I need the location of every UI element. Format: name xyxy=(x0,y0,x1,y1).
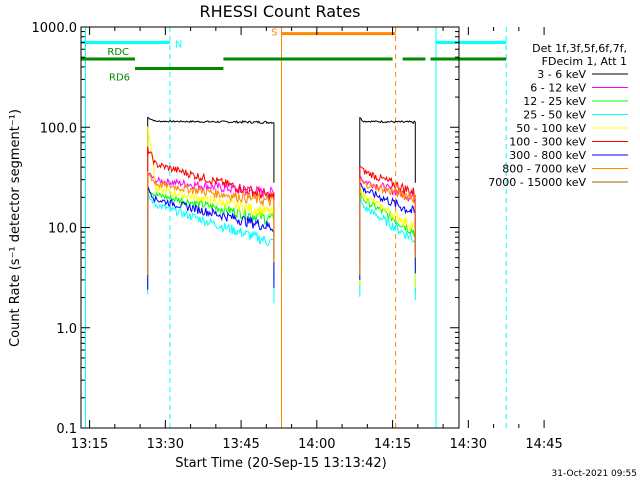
legend-label-5: 100 - 300 keV xyxy=(509,136,586,149)
y-tick-label-3: 100.0 xyxy=(40,121,77,136)
series-5-segment-1 xyxy=(359,166,416,262)
x-tick-label-3: 14:00 xyxy=(298,437,335,452)
legend-header-1: FDecim 1, Att 1 xyxy=(542,55,627,68)
y-tick-label-0: 0.1 xyxy=(56,422,77,437)
flag-bars-layer: N S RDC RD6 xyxy=(81,28,507,84)
legend: Det 1f,3f,5f,6f,7f,FDecim 1, Att 13 - 6 … xyxy=(488,42,628,189)
series-6-segment-1 xyxy=(359,181,416,280)
legend-label-8: 7000 - 15000 keV xyxy=(488,176,586,189)
series-2-segment-1 xyxy=(359,192,416,293)
series-3-segment-1 xyxy=(359,197,416,301)
legend-label-1: 6 - 12 keV xyxy=(530,82,586,95)
legend-label-2: 12 - 25 keV xyxy=(523,95,586,108)
x-tick-label-5: 14:30 xyxy=(450,437,487,452)
axes-layer: 13:15 13:30 13:45 14:00 14:15 14:30 14:45 0.1 1.… xyxy=(32,21,563,452)
legend-label-6: 300 - 800 keV xyxy=(509,149,586,162)
legend-label-4: 50 - 100 keV xyxy=(516,122,586,135)
series-layer xyxy=(147,116,416,304)
flag-label-rdc: RDC xyxy=(107,47,129,58)
y-tick-label-4: 1000.0 xyxy=(32,21,78,36)
x-tick-label-2: 13:45 xyxy=(222,437,259,452)
x-tick-label-0: 13:15 xyxy=(71,437,108,452)
chart-title: RHESSI Count Rates xyxy=(200,2,361,21)
legend-label-3: 25 - 50 keV xyxy=(523,109,586,122)
legend-label-0: 3 - 6 keV xyxy=(537,68,586,81)
legend-header-0: Det 1f,3f,5f,6f,7f, xyxy=(532,42,627,55)
x-tick-label-6: 14:45 xyxy=(525,437,562,452)
flag-label-n: N xyxy=(175,40,182,51)
y-tick-label-2: 10.0 xyxy=(48,222,77,237)
legend-label-7: 800 - 7000 keV xyxy=(502,163,586,176)
x-tick-label-4: 14:15 xyxy=(374,437,411,452)
date-stamp: 31-Oct-2021 09:55 xyxy=(552,469,637,479)
y-axis-label: Count Rate (s⁻¹ detector segment⁻¹) xyxy=(8,109,23,347)
series-4-segment-1 xyxy=(359,184,416,288)
series-4-segment-0 xyxy=(147,126,275,280)
y-tick-label-1: 1.0 xyxy=(56,322,77,337)
x-axis-label: Start Time (20-Sep-15 13:13:42) xyxy=(175,456,386,471)
series-6-segment-0 xyxy=(147,186,275,290)
series-0-segment-1 xyxy=(359,117,416,214)
series-5-segment-0 xyxy=(147,146,275,258)
series-0-segment-0 xyxy=(147,116,275,214)
series-7-segment-0 xyxy=(147,171,275,275)
x-tick-label-1: 13:30 xyxy=(147,437,184,452)
series-3-segment-0 xyxy=(147,194,275,304)
flag-label-rd6: RD6 xyxy=(109,73,130,84)
flag-label-s: S xyxy=(271,28,277,39)
series-2-segment-0 xyxy=(147,191,275,286)
series-7-segment-1 xyxy=(359,178,416,275)
